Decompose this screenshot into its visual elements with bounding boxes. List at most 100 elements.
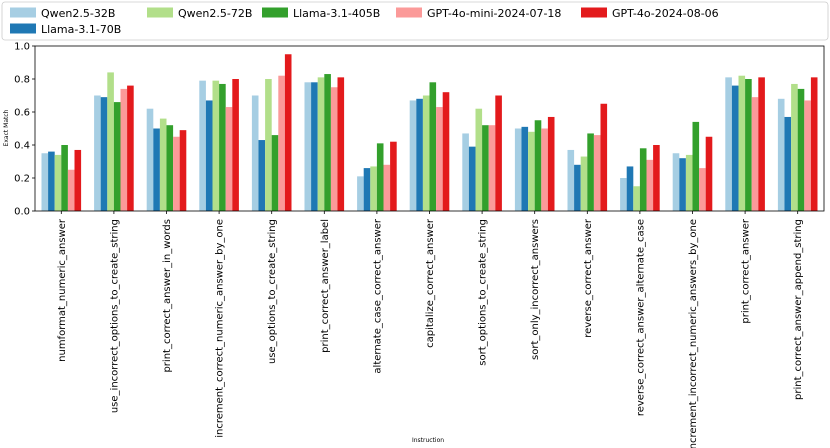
x-tick-label: use_options_to_create_string xyxy=(267,219,278,364)
x-tick-label: alternate_case_correct_answer xyxy=(372,218,383,373)
bar-qwen2-5-32b xyxy=(462,133,469,211)
legend-label: Llama-3.1-70B xyxy=(41,23,121,36)
legend: Qwen2.5-32B Llama-3.1-70B Qwen2.5-72B Llama… xyxy=(1,1,829,41)
bar-llama-3-1-405b xyxy=(219,83,226,211)
bar-qwen2-5-72b xyxy=(107,72,114,212)
bar-gpt-4o-2024-08-06 xyxy=(74,149,82,211)
bar-llama-3-1-405b xyxy=(113,102,121,211)
bar-llama-3-1-405b xyxy=(534,120,542,211)
legend-swatch xyxy=(396,7,422,18)
bar-gpt-4o-2024-08-06 xyxy=(495,95,502,211)
bar-gpt-4o-mini-2024-07-18 xyxy=(383,164,391,211)
bar-qwen2-5-72b xyxy=(159,118,167,211)
bar-qwen2-5-72b xyxy=(528,131,535,211)
y-tick-label: 0.6 xyxy=(14,108,30,119)
bar-gpt-4o-2024-08-06 xyxy=(547,116,555,211)
bar-gpt-4o-2024-08-06 xyxy=(705,136,713,211)
x-tick-label: print_correct_answer_in_words xyxy=(162,219,173,373)
legend-label: Qwen2.5-32B xyxy=(41,7,115,20)
bar-llama-3-1-405b xyxy=(639,148,647,211)
bar-llama-3-1-70b xyxy=(731,85,739,211)
legend-box xyxy=(1,1,829,41)
bar-gpt-4o-mini-2024-07-18 xyxy=(804,100,811,211)
bar-gpt-4o-2024-08-06 xyxy=(127,85,134,211)
bar-llama-3-1-405b xyxy=(587,133,594,211)
bar-qwen2-5-32b xyxy=(251,95,259,211)
bar-qwen2-5-72b xyxy=(580,156,588,211)
bar-qwen2-5-32b xyxy=(357,176,364,211)
bar-llama-3-1-70b xyxy=(258,140,266,211)
y-axis: 0.0 0.2 0.4 0.6 0.8 1.0 xyxy=(14,42,35,218)
bar-gpt-4o-2024-08-06 xyxy=(758,77,765,211)
x-tick-label: increment_incorrect_numeric_answers_by_o… xyxy=(688,219,699,448)
legend-label: Qwen2.5-72B xyxy=(178,7,252,20)
bar-qwen2-5-32b xyxy=(777,98,785,211)
bar-qwen2-5-72b xyxy=(791,83,798,211)
bar-qwen2-5-32b xyxy=(94,95,101,211)
bar-qwen2-5-72b xyxy=(370,166,377,211)
bar-llama-3-1-70b xyxy=(679,158,686,211)
bar-llama-3-1-70b xyxy=(363,168,371,211)
bar-llama-3-1-405b xyxy=(692,121,700,211)
legend-label: GPT-4o-mini-2024-07-18 xyxy=(427,7,561,20)
bar-qwen2-5-72b xyxy=(633,186,640,211)
legend-label: Llama-3.1-405B xyxy=(293,7,380,20)
bar-qwen2-5-72b xyxy=(265,79,272,211)
x-tick-label: print_correct_answer_append_string xyxy=(793,219,804,400)
x-tick-label: sort_only_incorrect_answers xyxy=(530,219,541,360)
bar-qwen2-5-32b xyxy=(672,153,680,211)
bar-gpt-4o-2024-08-06 xyxy=(653,145,660,211)
bar-gpt-4o-mini-2024-07-18 xyxy=(751,97,759,211)
x-tick-label: reverse_correct_answer_alternate_case xyxy=(635,219,646,416)
y-axis-title: Exact Match xyxy=(3,109,10,146)
bar-gpt-4o-mini-2024-07-18 xyxy=(436,107,443,211)
bar-qwen2-5-72b xyxy=(738,75,746,211)
bar-gpt-4o-mini-2024-07-18 xyxy=(646,159,654,211)
bar-gpt-4o-mini-2024-07-18 xyxy=(330,87,338,211)
bar-llama-3-1-405b xyxy=(376,143,384,211)
bar-gpt-4o-mini-2024-07-18 xyxy=(699,168,706,211)
x-tick-label: sort_options_to_create_string xyxy=(478,219,489,366)
y-tick-label: 0.2 xyxy=(14,174,30,185)
y-tick-label: 0.4 xyxy=(14,141,30,152)
bar-llama-3-1-405b xyxy=(61,145,68,211)
bar-llama-3-1-405b xyxy=(429,82,437,211)
legend-swatch xyxy=(10,23,36,34)
bar-gpt-4o-2024-08-06 xyxy=(600,103,608,211)
bar-llama-3-1-70b xyxy=(311,82,318,211)
bar-gpt-4o-2024-08-06 xyxy=(442,92,450,211)
bar-llama-3-1-405b xyxy=(166,125,174,211)
y-tick-label: 0.0 xyxy=(14,207,30,218)
bar-llama-3-1-405b xyxy=(482,125,489,211)
legend-swatch xyxy=(10,7,36,18)
bar-qwen2-5-72b xyxy=(475,108,483,211)
bar-qwen2-5-72b xyxy=(422,95,430,211)
x-tick-label: increment_correct_numeric_answer_by_one xyxy=(215,219,226,438)
bar-qwen2-5-32b xyxy=(567,149,575,211)
y-tick-label: 0.8 xyxy=(14,75,30,86)
legend-swatch xyxy=(581,7,607,18)
bar-llama-3-1-70b xyxy=(626,166,634,211)
x-tick-label: print_correct_answer_label xyxy=(320,219,331,353)
x-tick-label: print_correct_answer xyxy=(741,218,752,324)
bar-gpt-4o-2024-08-06 xyxy=(284,54,292,211)
bar-gpt-4o-mini-2024-07-18 xyxy=(541,128,548,211)
bar-qwen2-5-72b xyxy=(212,80,220,212)
bar-gpt-4o-mini-2024-07-18 xyxy=(278,75,285,211)
bar-gpt-4o-2024-08-06 xyxy=(337,77,345,211)
bar-llama-3-1-70b xyxy=(784,116,792,211)
bar-llama-3-1-70b xyxy=(521,126,529,211)
bar-gpt-4o-2024-08-06 xyxy=(810,77,818,211)
bar-llama-3-1-405b xyxy=(797,88,805,211)
bar-llama-3-1-70b xyxy=(416,98,423,211)
y-tick-label: 1.0 xyxy=(14,42,30,53)
bar-llama-3-1-70b xyxy=(100,97,108,211)
bar-gpt-4o-mini-2024-07-18 xyxy=(488,125,496,211)
bar-qwen2-5-72b xyxy=(685,154,693,211)
bars xyxy=(41,54,818,212)
bar-qwen2-5-32b xyxy=(41,153,49,211)
bar-gpt-4o-2024-08-06 xyxy=(179,130,187,211)
bar-llama-3-1-70b xyxy=(468,146,476,211)
bar-qwen2-5-32b xyxy=(620,178,627,211)
bar-gpt-4o-mini-2024-07-18 xyxy=(173,136,180,211)
